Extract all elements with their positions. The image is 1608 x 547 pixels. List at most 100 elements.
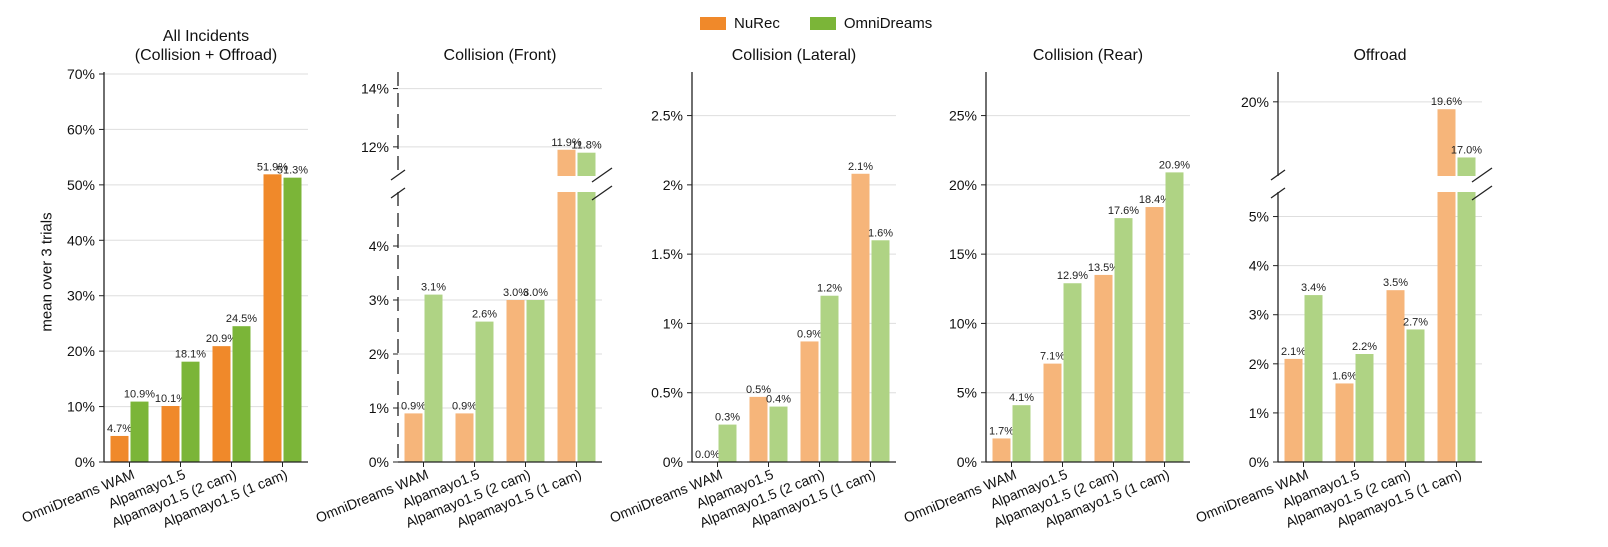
y-tick-label: 4% [1249,258,1269,274]
bar-nurec [404,413,423,462]
data-label: 17.0% [1451,144,1482,156]
bar-omnidreams [1304,295,1323,462]
bar-nurec [992,438,1011,462]
y-tick-label: 0% [369,454,389,470]
subplot-4: Collision (Rear) 0% 5% 10% 15% 20% 25% 1.7% 7.1%… [901,47,1190,531]
y-tick-label: 15% [949,246,977,262]
bar-omnidreams [181,361,200,462]
bar-omnidreams-upper [577,152,596,176]
legend: NuRec OmniDreams [700,12,962,34]
data-label: 4.7% [107,423,132,435]
bar-omnidreams [232,326,251,462]
bar-omnidreams [871,240,890,462]
bar-omnidreams [475,321,494,462]
legend-item-omnidreams: OmniDreams [809,15,932,32]
subplot-title: All Incidents [163,28,249,45]
y-tick-label: 20% [949,177,977,193]
y-tick-label: 10% [949,315,977,331]
bar-nurec [455,413,474,462]
bar-nurec-upper [1437,109,1456,176]
bar-nurec-upper [557,149,576,176]
bar-omnidreams [1114,218,1133,462]
data-label: 7.1% [1040,351,1065,363]
data-label: 1.6% [1332,370,1357,382]
subplot-title: (Collision + Offroad) [135,47,277,64]
bar-omnidreams [820,295,839,462]
data-label: 13.5% [1088,262,1119,274]
axis-break-mark [390,169,406,181]
data-label: 3.5% [1383,277,1408,289]
bar-nurec [263,174,282,462]
subplot-1: All Incidents (Collision + Offroad) 0% 10% 2… [19,28,308,531]
y-tick-label: 5% [957,385,977,401]
bar-omnidreams [283,177,302,462]
data-label: 20.9% [206,333,237,345]
data-label: 18.1% [175,349,206,361]
data-label: 2.2% [1352,341,1377,353]
data-label: 18.4% [1139,194,1170,206]
bar-nurec-lower [557,192,576,462]
data-label: 10.9% [124,389,155,401]
data-label: 3.4% [1301,282,1326,294]
data-label: 2.7% [1403,316,1428,328]
y-tick-label: 25% [949,108,977,124]
axis-break-mark [591,167,613,183]
y-tick-label: 60% [67,121,95,137]
bar-omnidreams [1165,172,1184,462]
bar-omnidreams [1406,329,1425,462]
y-tick-label: 0% [663,454,683,470]
data-label: 1.2% [817,283,842,295]
subplot-title: Collision (Front) [444,47,557,64]
bar-omnidreams-upper [1457,157,1476,176]
subplot-title: Offroad [1353,47,1406,64]
bar-omnidreams [1063,283,1082,462]
data-label: 51.3% [277,165,308,177]
bar-nurec [1094,274,1113,462]
y-tick-label: 40% [67,232,95,248]
data-label: 20.9% [1159,159,1190,171]
data-label: 11.9% [551,137,582,149]
y-tick-label: 2% [1249,356,1269,372]
data-label: 24.5% [226,313,257,325]
bar-omnidreams [1355,354,1374,462]
bar-nurec [506,300,525,462]
data-label: 0.5% [746,384,771,396]
data-label: 1.6% [868,227,893,239]
y-tick-label: 10% [67,399,95,415]
data-label: 3.0% [503,287,528,299]
bar-omnidreams [424,294,443,462]
bar-omnidreams [769,406,788,462]
axis-break-mark [1270,187,1286,199]
y-tick-label: 2% [369,346,389,362]
y-tick-label: 2.5% [651,108,683,124]
bar-nurec-lower [1437,192,1456,462]
y-tick-label: 4% [369,238,389,254]
bar-omnidreams [130,401,149,462]
data-label: 2.1% [1281,346,1306,358]
data-label: 10.1% [155,393,186,405]
axis-break-mark [390,187,406,199]
legend-item-nurec: NuRec [700,15,780,32]
bar-omnidreams-lower [577,192,596,462]
data-label: 0.3% [715,412,740,424]
bar-nurec [800,341,819,462]
y-tick-label: 1% [1249,405,1269,421]
bar-nurec [161,406,180,462]
data-label: 51.9% [257,161,288,173]
data-label: 0.9% [401,400,426,412]
legend-swatch [700,16,726,30]
legend-label: NuRec [734,14,780,32]
y-tick-label: 30% [67,288,95,304]
bar-omnidreams [718,424,737,462]
data-label: 11.8% [571,140,602,152]
y-tick-label: 50% [67,177,95,193]
y-tick-label: 0% [1249,454,1269,470]
data-label: 3.1% [421,282,446,294]
data-label: 2.6% [472,309,497,321]
data-label: 17.6% [1108,205,1139,217]
bar-nurec [1284,358,1303,462]
subplot-3: Collision (Lateral) 0% 0.5% 1% 1.5% 2% 2.5% 0.0… [607,47,896,531]
data-label: 3.0% [523,287,548,299]
data-label: 4.1% [1009,392,1034,404]
